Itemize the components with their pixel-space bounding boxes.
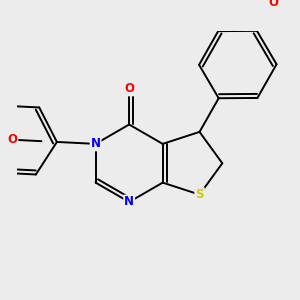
Text: O: O <box>8 133 17 146</box>
Text: N: N <box>124 196 134 208</box>
Text: N: N <box>91 137 100 150</box>
Text: S: S <box>195 188 204 201</box>
Text: O: O <box>124 82 134 95</box>
Text: O: O <box>268 0 278 9</box>
